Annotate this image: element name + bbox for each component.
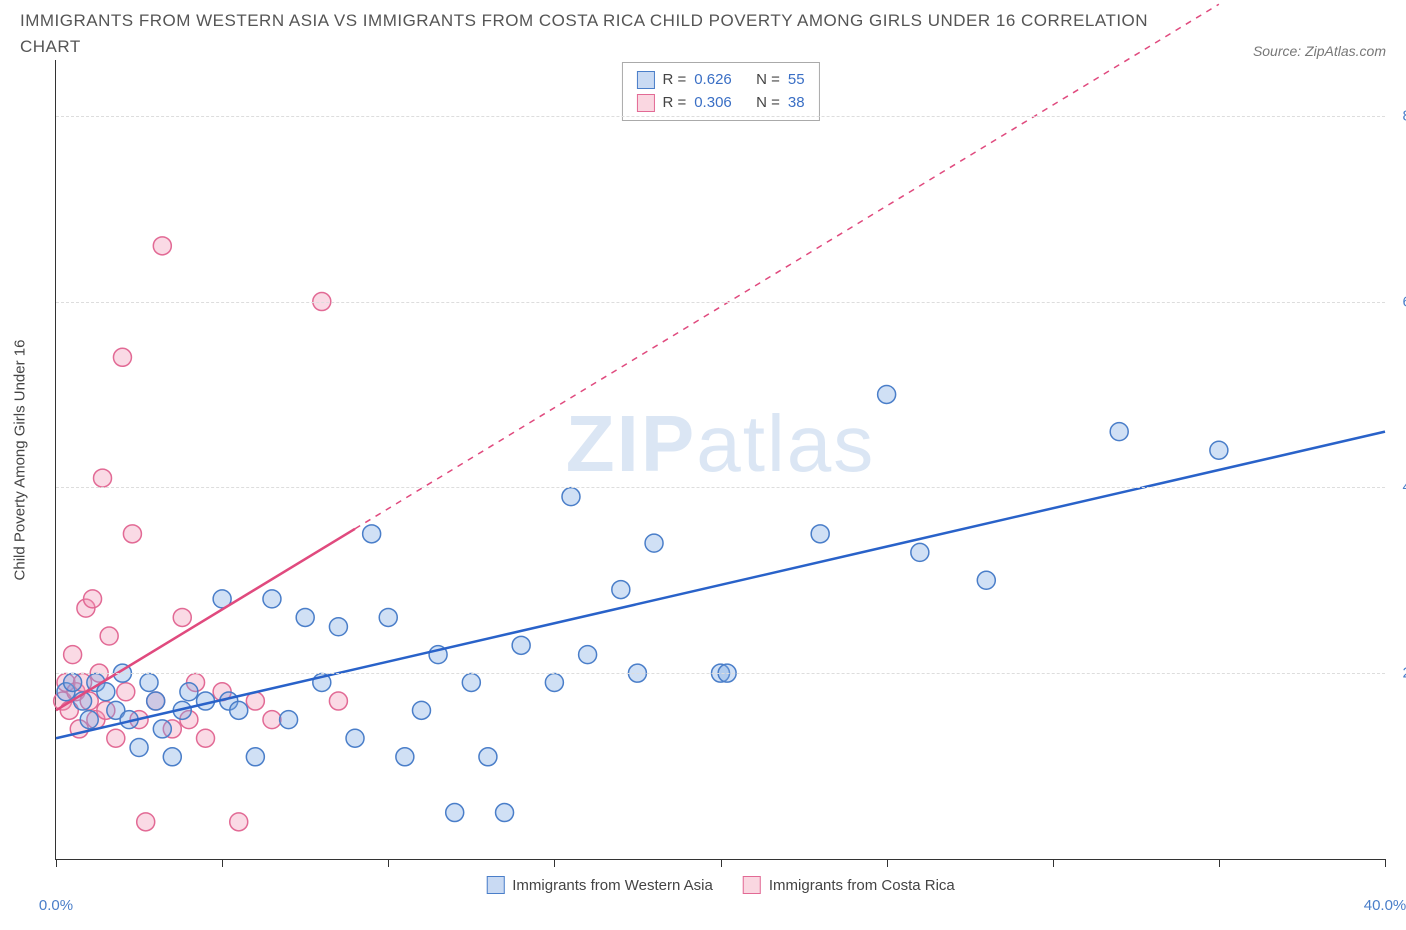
legend-label-pink: Immigrants from Costa Rica	[769, 877, 955, 894]
swatch-blue	[636, 71, 654, 89]
swatch-blue	[486, 876, 504, 894]
y-axis-label: Child Poverty Among Girls Under 16	[12, 340, 29, 581]
r-value-blue: 0.626	[694, 69, 732, 92]
stats-row-blue: R = 0.626 N = 55	[636, 69, 804, 92]
legend-item-blue: Immigrants from Western Asia	[486, 876, 713, 894]
scatter-svg	[56, 60, 1385, 859]
bottom-legend: Immigrants from Western Asia Immigrants …	[486, 876, 955, 894]
n-label: N =	[756, 92, 780, 115]
stats-row-pink: R = 0.306 N = 38	[636, 92, 804, 115]
swatch-pink	[743, 876, 761, 894]
swatch-pink	[636, 94, 654, 112]
n-value-pink: 38	[788, 92, 805, 115]
legend-label-blue: Immigrants from Western Asia	[512, 877, 713, 894]
r-label: R =	[662, 69, 686, 92]
n-value-blue: 55	[788, 69, 805, 92]
legend-item-pink: Immigrants from Costa Rica	[743, 876, 955, 894]
r-label: R =	[662, 92, 686, 115]
chart-title: IMMIGRANTS FROM WESTERN ASIA VS IMMIGRAN…	[20, 8, 1170, 59]
stats-legend-box: R = 0.626 N = 55 R = 0.306 N = 38	[621, 62, 819, 121]
source-text: Source: ZipAtlas.com	[1253, 43, 1386, 59]
n-label: N =	[756, 69, 780, 92]
r-value-pink: 0.306	[694, 92, 732, 115]
chart-plot-area: ZIPatlas R = 0.626 N = 55 R = 0.306 N = …	[55, 60, 1385, 860]
